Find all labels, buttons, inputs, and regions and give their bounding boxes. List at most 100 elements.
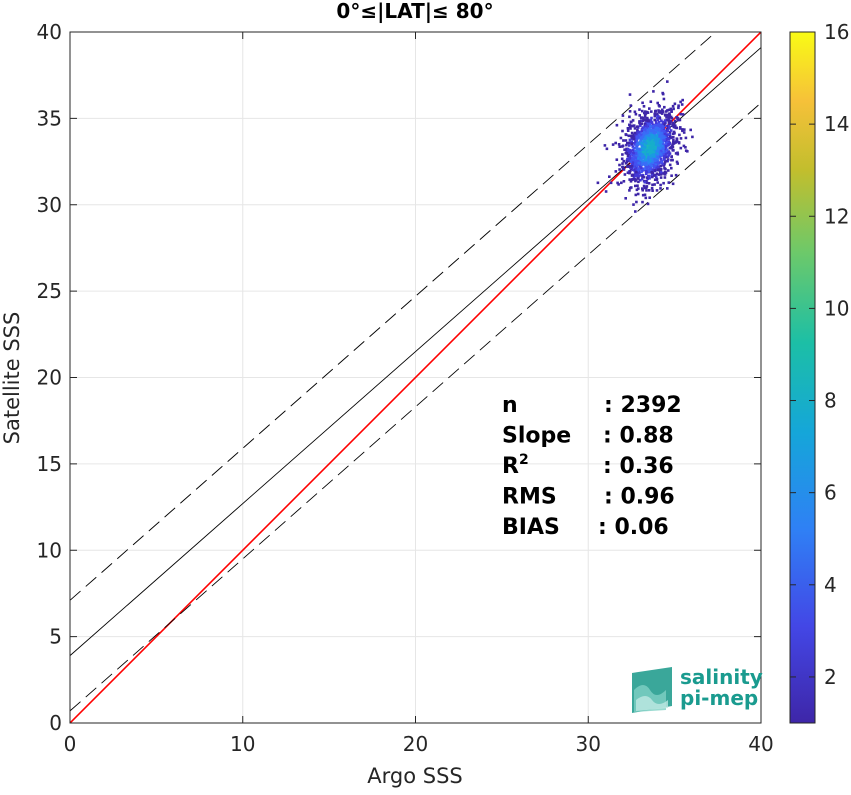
- density-cell: [632, 149, 636, 153]
- density-cell: [661, 110, 665, 114]
- density-cell: [631, 164, 635, 167]
- density-cell: [664, 154, 667, 157]
- density-cell: [667, 108, 671, 112]
- axis-ticks: 0 10 20 30 40 0 5 10 15 20 25 30 35 40: [37, 20, 774, 756]
- density-cell: [634, 140, 637, 144]
- density-cell: [626, 127, 630, 130]
- density-cell: [661, 126, 664, 130]
- stat-label: R2: [502, 452, 529, 479]
- density-cell: [642, 139, 645, 143]
- density-cell: [664, 147, 667, 150]
- density-cell: [634, 134, 637, 137]
- density-cell: [668, 146, 672, 150]
- density-cell: [646, 170, 649, 174]
- density-cell: [667, 140, 670, 143]
- density-cell: [651, 123, 655, 127]
- density-cell: [642, 118, 646, 122]
- density-cell: [641, 175, 644, 178]
- density-cell: [638, 108, 641, 111]
- y-tick-label: 10: [37, 538, 62, 562]
- density-cell: [623, 173, 627, 176]
- density-cell: [621, 162, 624, 165]
- density-cell: [630, 178, 634, 182]
- density-cell: [679, 126, 682, 129]
- density-cell: [683, 128, 686, 131]
- density-cell: [630, 131, 634, 135]
- density-cell: [676, 151, 679, 155]
- density-cell: [630, 142, 634, 145]
- density-cell: [659, 183, 662, 187]
- density-cell: [642, 105, 646, 108]
- density-cell: [630, 165, 633, 168]
- density-cell: [662, 97, 666, 101]
- density-cell: [628, 154, 632, 158]
- density-cell: [670, 146, 673, 150]
- density-cell: [659, 152, 663, 156]
- stat-label: n: [502, 393, 518, 418]
- density-cell: [639, 158, 643, 162]
- density-cell: [646, 152, 649, 156]
- density-cell: [616, 181, 619, 185]
- density-cell: [662, 181, 665, 185]
- x-tick-label: 40: [748, 732, 773, 756]
- density-cell: [667, 169, 670, 172]
- density-cell: [650, 154, 654, 157]
- density-cell: [663, 162, 666, 166]
- stat-value: : 2392: [604, 393, 682, 418]
- statistics-box: n: 2392 Slope: 0.88 R2: 0.36 RMS: 0.96 BIAS:…: [502, 393, 682, 540]
- density-cell: [655, 178, 659, 181]
- density-cell: [635, 188, 639, 192]
- density-cell: [653, 139, 657, 143]
- stat-label: BIAS: [502, 515, 560, 540]
- density-cell: [643, 193, 647, 197]
- density-cell: [643, 111, 646, 115]
- density-cell: [649, 145, 653, 148]
- density-cell: [661, 141, 665, 144]
- y-tick-label: 30: [37, 193, 62, 217]
- density-cell: [674, 141, 677, 144]
- density-cell: [660, 119, 663, 122]
- density-cell: [653, 114, 657, 118]
- density-cell: [645, 162, 648, 166]
- density-cell: [636, 192, 640, 196]
- density-cell: [608, 175, 611, 178]
- density-cell: [640, 122, 644, 125]
- density-cell: [657, 122, 661, 126]
- density-cell: [684, 136, 688, 140]
- density-cell: [661, 162, 664, 166]
- density-cell: [664, 144, 668, 148]
- density-cell: [638, 147, 641, 151]
- density-cell: [672, 121, 675, 125]
- density-cell: [670, 144, 674, 147]
- density-cell: [634, 112, 638, 116]
- density-cell: [655, 172, 659, 175]
- density-cell: [648, 149, 651, 152]
- density-cell: [641, 101, 644, 105]
- density-cell: [658, 117, 662, 120]
- logo-line1: salinity: [680, 665, 763, 689]
- density-cell: [621, 129, 624, 133]
- colorbar-tick-label: 10: [824, 296, 849, 320]
- density-cell: [634, 178, 638, 182]
- density-cell: [644, 137, 647, 140]
- density-cell: [667, 121, 671, 124]
- density-cell: [627, 158, 630, 161]
- density-cell: [665, 130, 668, 133]
- colorbar-ticks: 2 4 6 8 10 12 14 16: [790, 20, 849, 689]
- x-axis-label: Argo SSS: [367, 764, 462, 788]
- density-cell: [637, 167, 641, 170]
- density-points: [596, 80, 694, 213]
- density-cell: [637, 174, 640, 178]
- density-cell: [643, 180, 647, 184]
- density-cell: [663, 124, 666, 128]
- density-cell: [684, 146, 687, 149]
- density-cell: [654, 159, 657, 162]
- density-cell: [624, 151, 628, 155]
- density-cell: [642, 155, 646, 158]
- line-upper: [70, 32, 717, 601]
- density-cell: [630, 174, 634, 177]
- density-cell: [655, 128, 659, 131]
- density-cell: [652, 135, 656, 138]
- stat-value: : 0.06: [598, 515, 669, 540]
- density-cell: [631, 119, 635, 122]
